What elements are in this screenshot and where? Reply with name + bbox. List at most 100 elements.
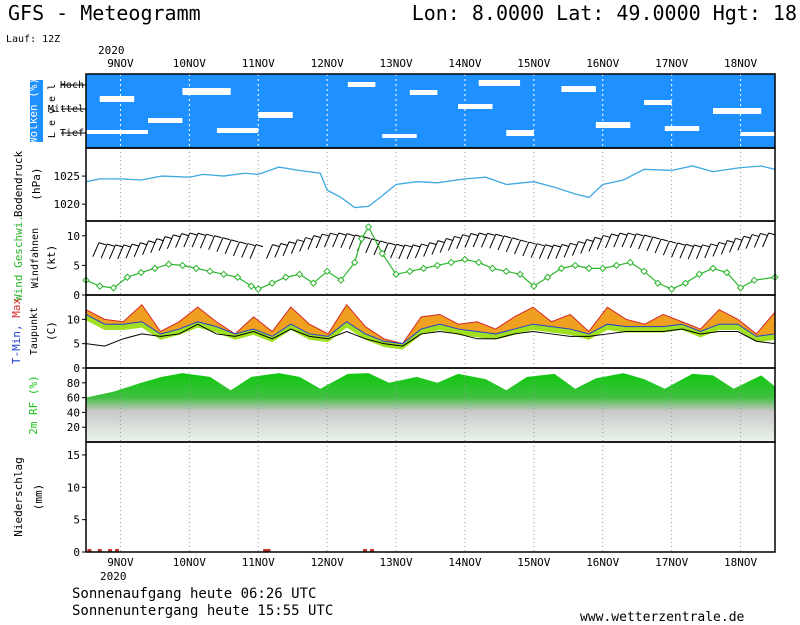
wind-barb	[199, 233, 207, 249]
wind-barb	[241, 243, 249, 258]
temp-max-line	[85, 303, 776, 345]
wind-point	[295, 270, 304, 278]
wind-barb	[166, 234, 174, 250]
date-label-top: 14NOV	[448, 57, 481, 70]
wind-barb-feather	[396, 243, 404, 247]
wind-point	[723, 268, 731, 277]
wind-point	[206, 267, 214, 276]
wind-barb-feather	[437, 240, 446, 244]
wind-barb	[671, 242, 679, 258]
date-label-bottom: 17NOV	[655, 556, 688, 569]
wind-barb-feather	[181, 233, 189, 237]
wind-barb-feather	[330, 232, 338, 236]
cloud-gap	[712, 108, 762, 114]
wind-barb	[315, 233, 323, 249]
precip-bar	[97, 549, 102, 552]
cloud-gap	[347, 82, 376, 87]
wind-speed-line	[85, 225, 776, 290]
wind-barb	[108, 244, 116, 260]
wind-barb	[224, 239, 232, 255]
wind-point	[695, 270, 703, 278]
wind-point	[626, 258, 635, 267]
precip-bar	[266, 549, 271, 552]
wind-barb-feather	[363, 236, 371, 240]
wind-point	[109, 284, 118, 292]
header: GFS - Meteogramm Lon: 8.0000 Lat: 49.000…	[6, 1, 797, 57]
date-label-bottom: 14NOV	[448, 556, 481, 569]
wind-barb	[530, 243, 538, 258]
wind-barb-feather	[603, 234, 611, 238]
wind-barb-feather	[280, 242, 288, 246]
wind-point	[268, 279, 276, 287]
rh-ylabel: 2m RF (%)	[27, 375, 40, 435]
wind-barb-feather	[107, 243, 115, 247]
wind-barb	[290, 239, 298, 254]
rh-tick-label: 80	[67, 377, 80, 390]
wind-barb-feather	[239, 241, 247, 245]
wind-barb	[605, 233, 612, 249]
wind-barb	[447, 236, 455, 251]
wind-barb-feather	[247, 243, 255, 247]
wind-barb	[266, 244, 273, 259]
cloud-ylabel: Wolken (%)	[27, 78, 40, 144]
wind-point	[488, 264, 497, 273]
wind-point	[571, 261, 579, 270]
rh-area	[86, 373, 775, 442]
wind-barb	[712, 242, 720, 257]
pressure-tick-label: 1025	[54, 170, 81, 183]
wind-point	[137, 268, 145, 277]
wind-point	[247, 282, 256, 290]
date-label-top: 13NOV	[379, 57, 412, 70]
wind-barb-feather	[173, 234, 181, 238]
wind-barb-feather	[652, 236, 660, 240]
cloud-gap	[258, 112, 293, 118]
location-info: Lon: 8.0000 Lat: 49.0000 Hgt: 18	[412, 1, 797, 25]
precip-tick-label: 15	[67, 449, 80, 462]
cloud-gap	[506, 130, 534, 136]
sunrise-text: Sonnenaufgang heute 06:26 UTC	[72, 586, 316, 602]
cloud-gap	[595, 122, 631, 128]
wind-barb-feather	[288, 241, 297, 245]
wind-barb-feather	[131, 243, 140, 247]
cloud-gap	[86, 130, 149, 134]
wind-barb-feather	[338, 232, 346, 236]
wind-barb	[563, 243, 571, 258]
wind-barb-feather	[197, 232, 206, 236]
wind-point	[433, 261, 442, 270]
chart-title: GFS - Meteogramm	[8, 1, 201, 25]
cloud-level-label: L e v e l	[47, 84, 58, 138]
temp-tick-label: 0	[73, 362, 80, 375]
top-year-label: 2020	[98, 44, 125, 57]
wind-barb-feather	[429, 242, 437, 246]
wind-point	[164, 260, 173, 268]
precip-bar	[263, 549, 268, 552]
pressure-unit: (hPa)	[30, 167, 43, 200]
wind-barb	[323, 232, 331, 248]
wind-barb	[299, 237, 307, 252]
date-label-top: 18NOV	[724, 57, 757, 70]
wind-point	[151, 264, 159, 273]
run-time: Lauf: 12Z	[6, 34, 60, 45]
date-label-bottom: 9NOV	[107, 556, 134, 569]
wind-point	[406, 267, 414, 276]
wind-barb-feather	[487, 232, 495, 236]
wind-barb	[216, 237, 224, 252]
wind-point	[323, 267, 331, 276]
wind-barb	[125, 243, 133, 259]
precip-panel-frame	[85, 441, 776, 553]
wind-barb	[662, 240, 670, 256]
wind-point	[516, 270, 524, 278]
precip-tick-label: 5	[73, 514, 80, 527]
cloud-gap	[382, 134, 417, 138]
temp-tick-label: 10	[67, 313, 80, 326]
wind-barb-feather	[743, 235, 751, 239]
wind-barb	[522, 241, 530, 257]
date-label-top: 16NOV	[586, 57, 619, 70]
dewpoint-line	[85, 323, 776, 347]
wind-barb	[613, 232, 621, 248]
wind-barb	[588, 237, 596, 252]
wind-barb	[414, 243, 422, 259]
precip-bar	[363, 549, 368, 552]
wind-barb	[175, 233, 183, 248]
wind-barb-feather	[379, 240, 388, 244]
